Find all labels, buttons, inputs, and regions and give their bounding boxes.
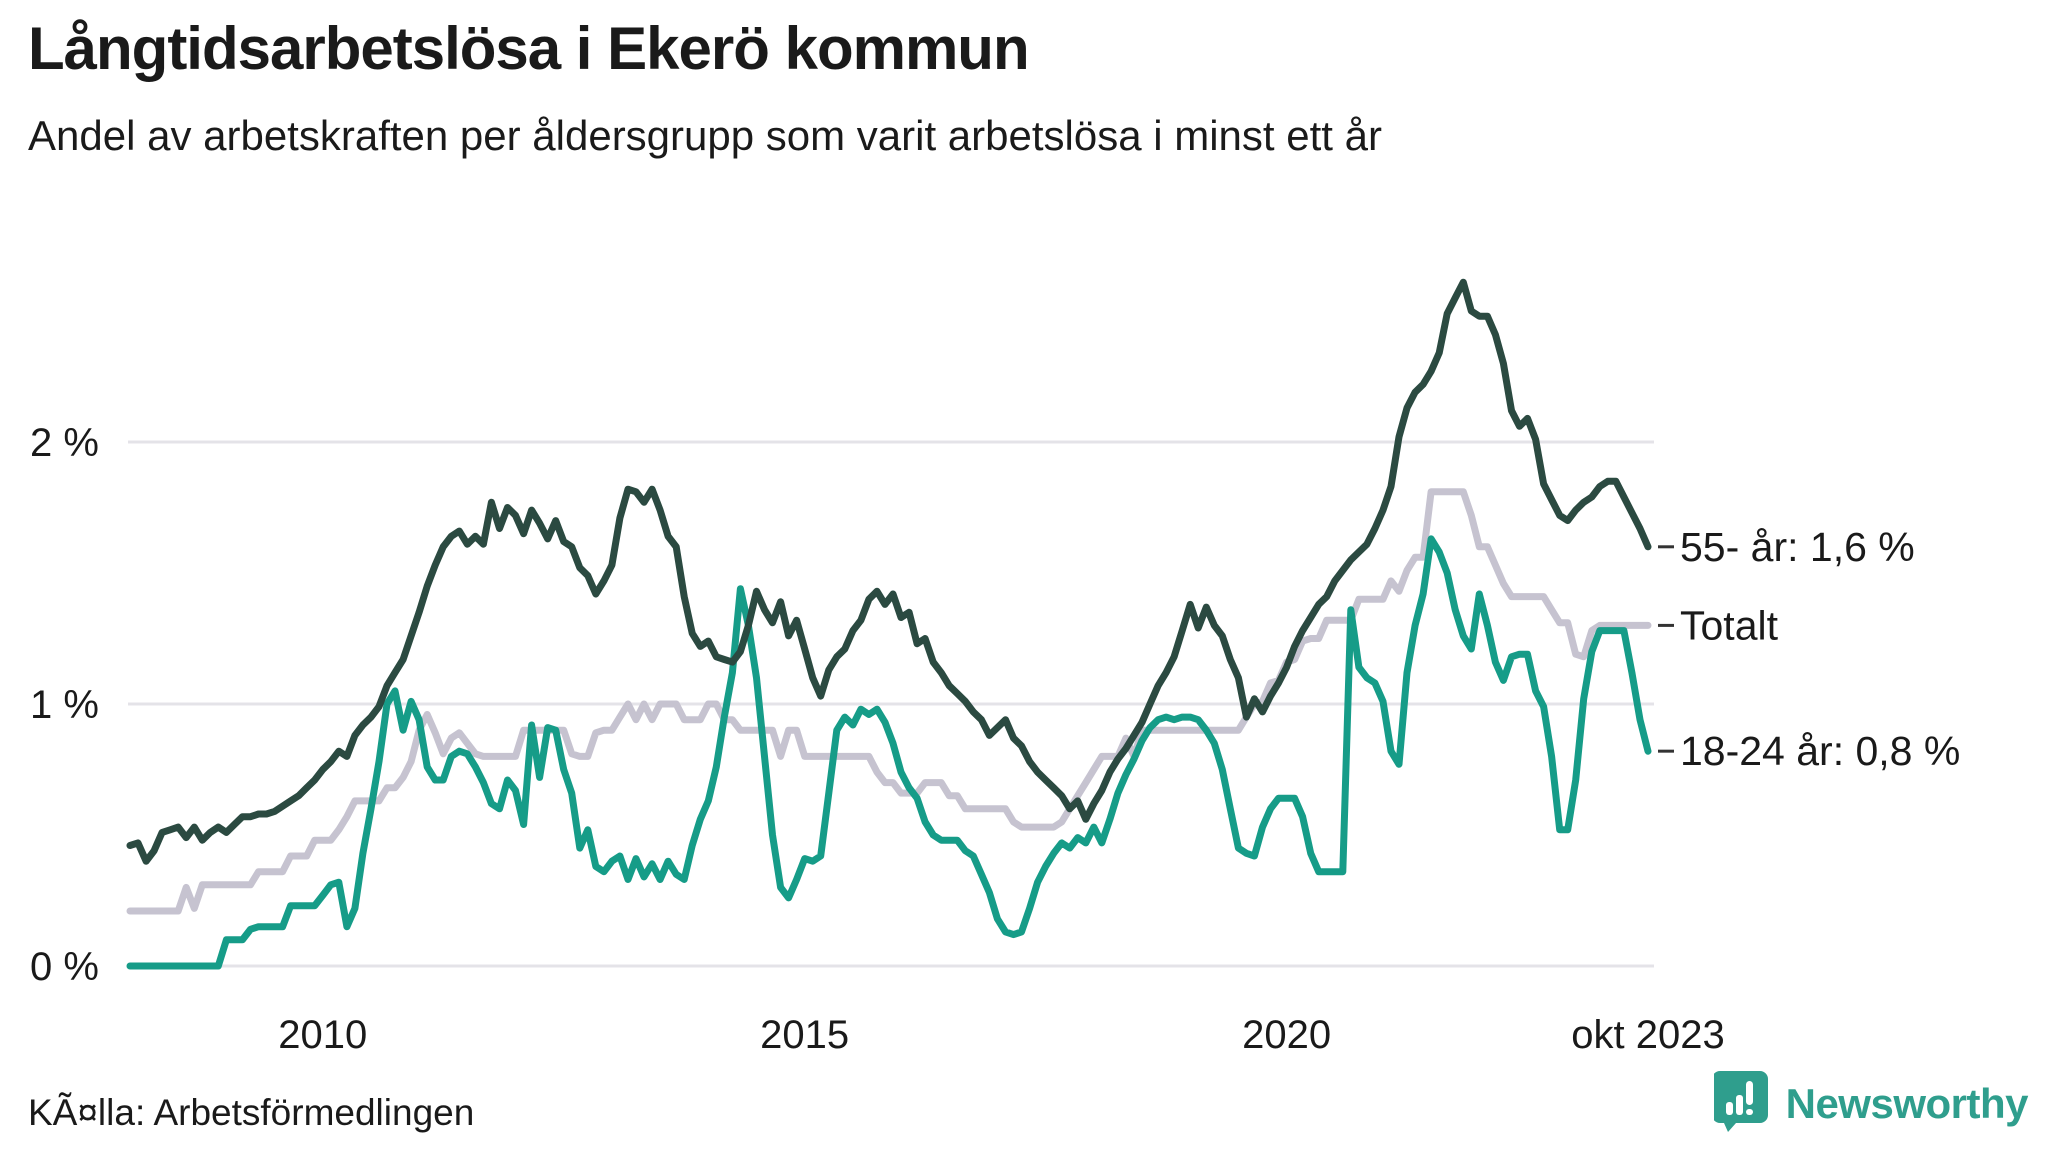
series-end-label: Totalt <box>1680 602 1779 648</box>
x-axis-tick-label: okt 2023 <box>1571 1013 1724 1057</box>
x-axis-tick-label: 2010 <box>278 1013 367 1057</box>
series-line-18-24-r <box>126 535 1652 970</box>
newsworthy-branding: Newsworthy <box>1711 1069 2029 1138</box>
y-axis-tick-label: 0 % <box>30 945 99 989</box>
y-axis-tick-label: 1 % <box>30 683 99 727</box>
newsworthy-wordmark: Newsworthy <box>1785 1079 2029 1127</box>
x-axis-tick-label: 2015 <box>760 1013 849 1057</box>
x-axis-tick-label: 2020 <box>1242 1013 1331 1057</box>
page-title: Långtidsarbetslösa i Ekerö kommun <box>28 15 1030 82</box>
y-axis-tick-label: 2 % <box>30 421 99 465</box>
series-end-label: 55- år: 1,6 % <box>1680 524 1915 570</box>
source-note: KÃ¤lla: Arbetsförmedlingen <box>28 1092 475 1133</box>
series-end-label: 18-24 år: 0,8 % <box>1680 728 1960 774</box>
series-line-totalt <box>126 488 1652 915</box>
series-line-55-r <box>126 278 1652 865</box>
chart-subtitle: Andel av arbetskraften per åldersgrupp s… <box>28 112 1382 159</box>
newsworthy-logo-icon <box>1711 1069 1772 1138</box>
